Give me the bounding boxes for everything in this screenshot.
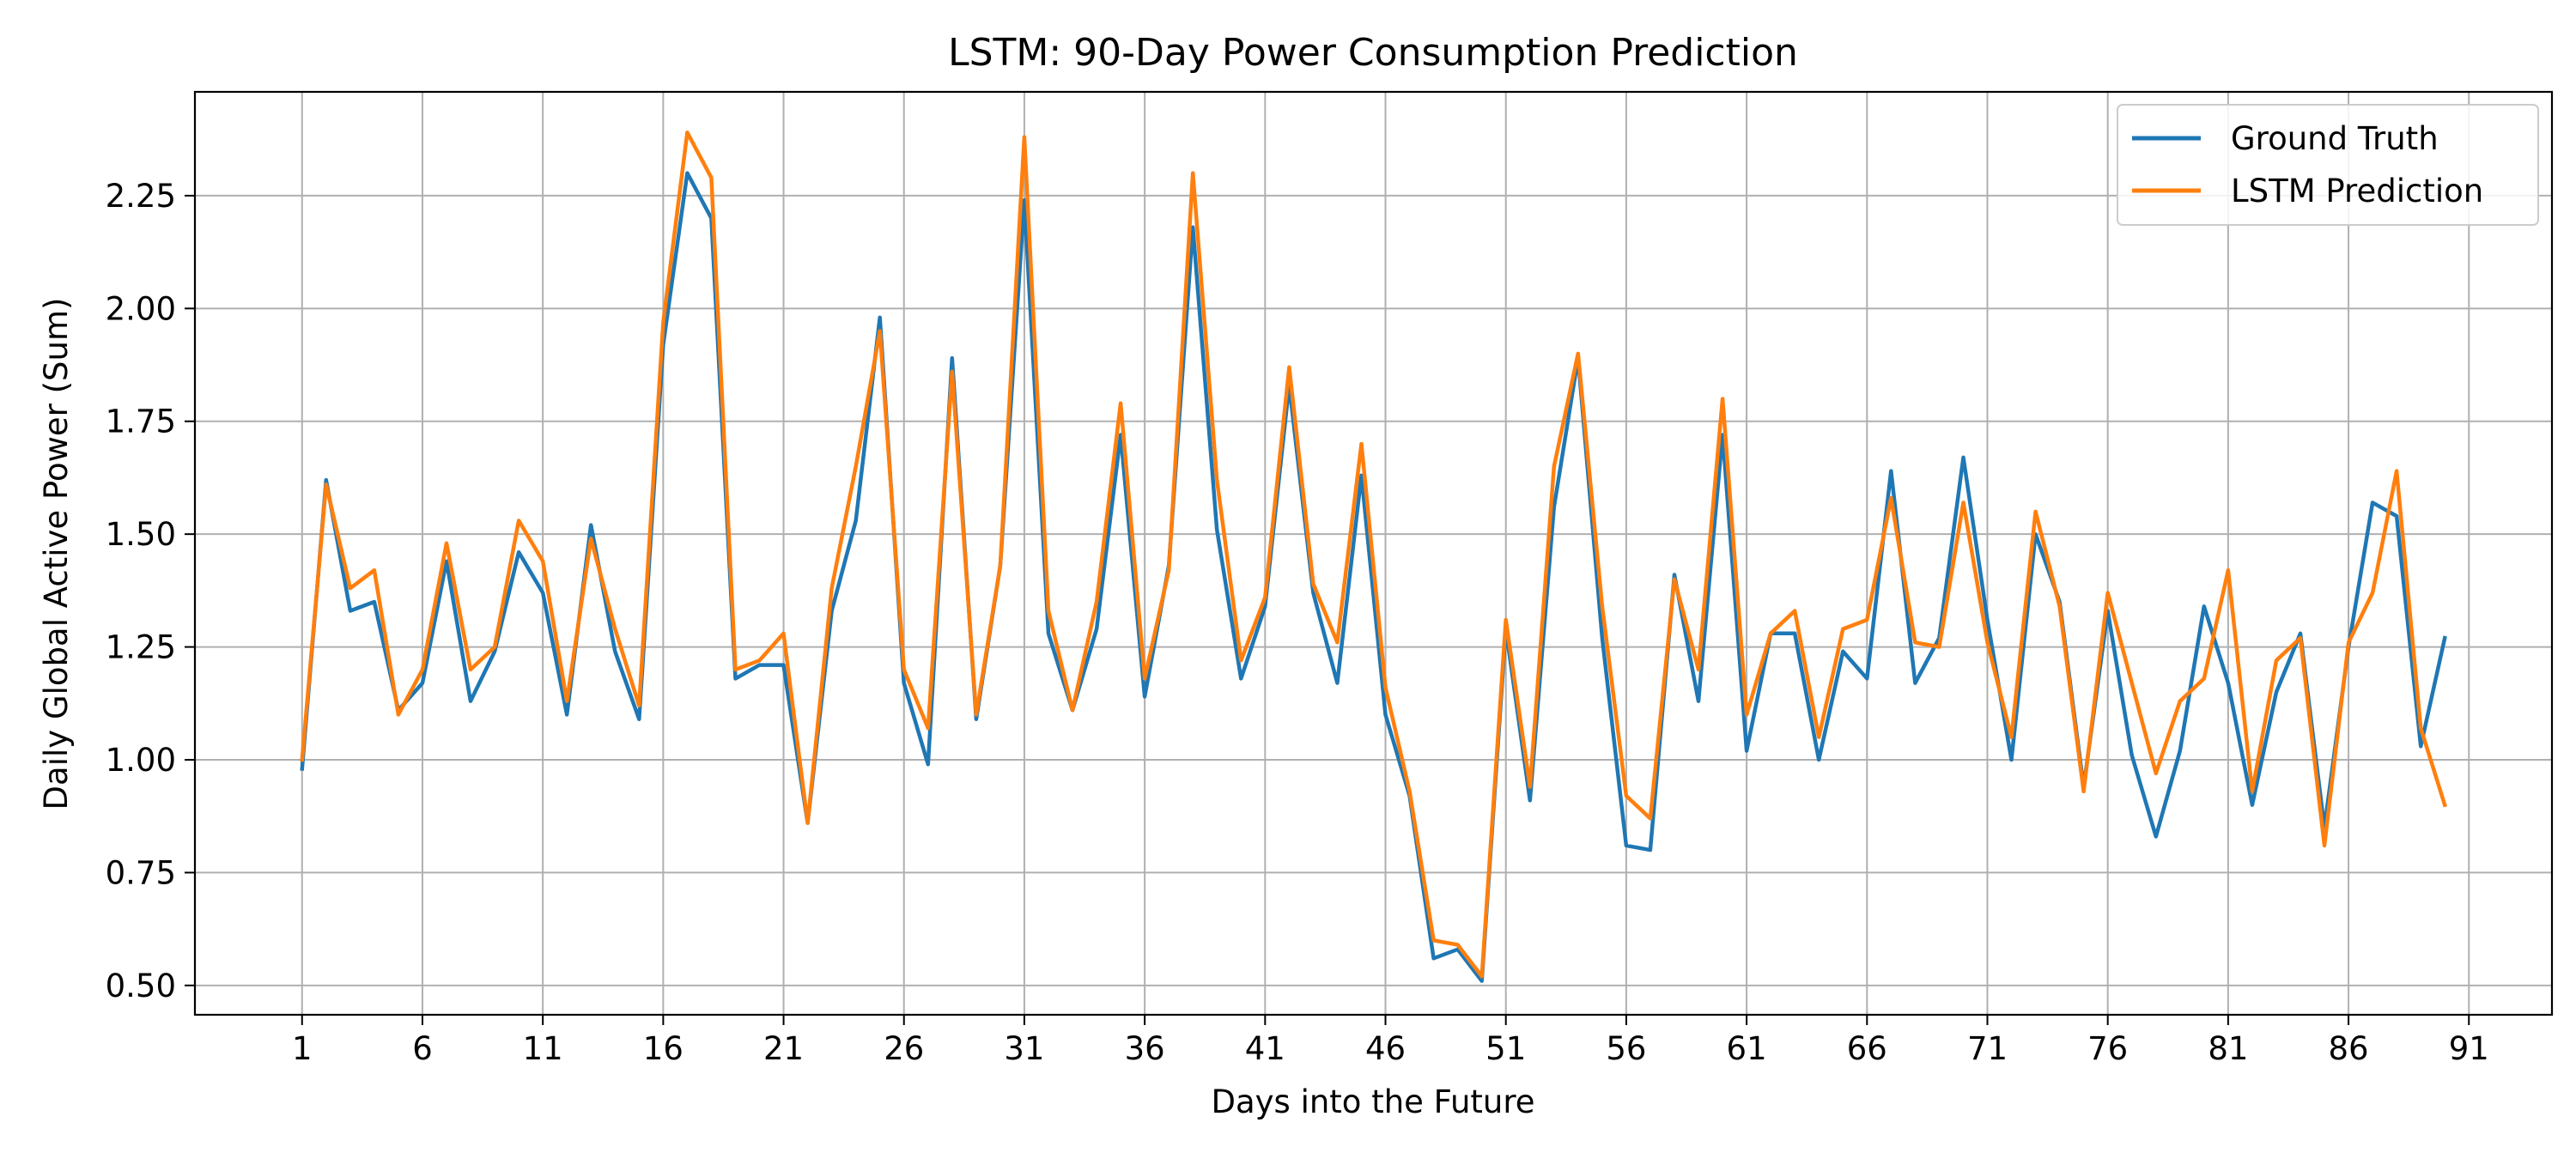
x-tick-label: 6 [412,1030,433,1067]
y-tick-label: 2.25 [106,178,176,215]
y-tick-label: 1.25 [106,629,176,666]
x-tick-label: 51 [1485,1030,1526,1067]
y-tick-label: 1.50 [106,516,176,553]
x-axis-label: Days into the Future [1211,1083,1534,1120]
x-tick-label: 66 [1847,1030,1887,1067]
x-axis-ticks: 1 6 11 16 21 26 31 36 41 46 51 56 61 66 71 76 81 86 91 [292,1015,2489,1067]
x-tick-label: 46 [1365,1030,1406,1067]
y-tick-label: 1.00 [106,742,176,779]
y-tick-label: 0.75 [106,854,176,891]
x-tick-label: 86 [2329,1030,2369,1067]
x-tick-label: 71 [1967,1030,2008,1067]
grid [195,92,2552,1015]
x-tick-label: 1 [292,1030,313,1067]
chart-title: LSTM: 90-Day Power Consumption Predictio… [948,31,1798,75]
y-axis-label: Daily Global Active Power (Sum) [38,298,75,810]
x-tick-label: 36 [1125,1030,1165,1067]
x-tick-label: 21 [763,1030,804,1067]
x-tick-label: 61 [1727,1030,1767,1067]
y-tick-label: 0.50 [106,968,176,1004]
x-tick-label: 91 [2449,1030,2489,1067]
x-tick-label: 76 [2087,1030,2128,1067]
series-lines [300,130,2448,983]
x-tick-label: 81 [2208,1030,2248,1067]
x-tick-label: 31 [1004,1030,1044,1067]
legend-label-ground-truth: Ground Truth [2231,120,2439,157]
x-tick-label: 11 [523,1030,563,1067]
legend-label-lstm-prediction: LSTM Prediction [2231,173,2483,209]
y-tick-label: 1.75 [106,404,176,440]
x-tick-label: 16 [643,1030,683,1067]
y-axis-ticks: 0.50 0.75 1.00 1.25 1.50 1.75 2.00 2.25 [106,178,195,1004]
plot-area-frame [193,90,2554,1016]
legend-box [2117,104,2539,226]
legend: Ground Truth LSTM Prediction [2117,104,2539,226]
x-tick-label: 56 [1606,1030,1646,1067]
y-tick-label: 2.00 [106,290,176,327]
x-tick-label: 41 [1245,1030,1285,1067]
x-tick-label: 26 [884,1030,924,1067]
series-line-lstm-prediction [300,130,2448,979]
